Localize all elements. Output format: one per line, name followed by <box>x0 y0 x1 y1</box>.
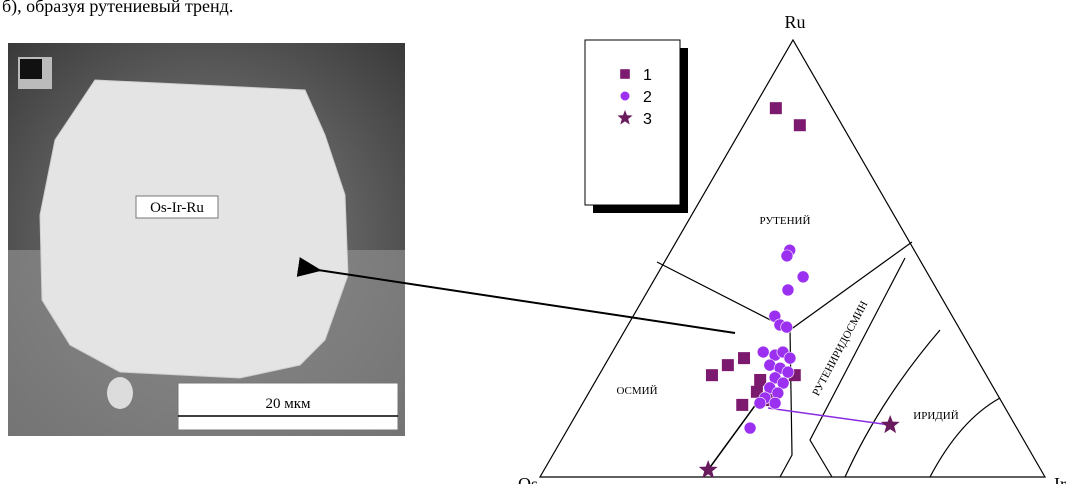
left-label: Os <box>518 474 538 484</box>
point <box>794 119 806 131</box>
point <box>769 397 781 409</box>
legend-label: 2 <box>643 89 652 106</box>
phase-label: Os-Ir-Ru <box>150 200 204 216</box>
point <box>784 352 796 364</box>
point <box>782 366 794 378</box>
field-label: РУТЕНИЙ <box>760 215 811 227</box>
point <box>881 415 900 433</box>
point <box>754 374 766 386</box>
point <box>754 397 766 409</box>
point <box>757 346 769 358</box>
field-label: ИРИДИЙ <box>913 410 958 422</box>
point <box>781 321 793 333</box>
point <box>770 102 782 114</box>
micrograph: Os-Ir-Ru 20 мкм <box>8 43 405 436</box>
point <box>722 359 734 371</box>
legend <box>585 40 680 205</box>
point <box>699 460 718 478</box>
point <box>797 271 809 283</box>
point <box>781 250 793 262</box>
scale-label: 20 мкм <box>265 396 311 412</box>
legend-label: 1 <box>643 67 652 84</box>
figure: б), образуя рутениевый тренд. Os-Ir-Ru 2… <box>0 0 1079 484</box>
point <box>782 284 794 296</box>
point <box>736 399 748 411</box>
right-label: Ir <box>1054 474 1066 484</box>
top-label: Ru <box>784 12 805 32</box>
point <box>706 369 718 381</box>
field-label: РУТЕНИРИДОСМИН <box>810 299 870 398</box>
point <box>620 69 630 79</box>
point <box>744 422 756 434</box>
field-label: ОСМИЙ <box>616 385 657 397</box>
point <box>738 352 750 364</box>
top-text: б), образуя рутениевый тренд. <box>2 0 233 17</box>
legend-label: 3 <box>643 111 652 128</box>
point <box>620 91 630 101</box>
tie-line <box>768 408 890 425</box>
